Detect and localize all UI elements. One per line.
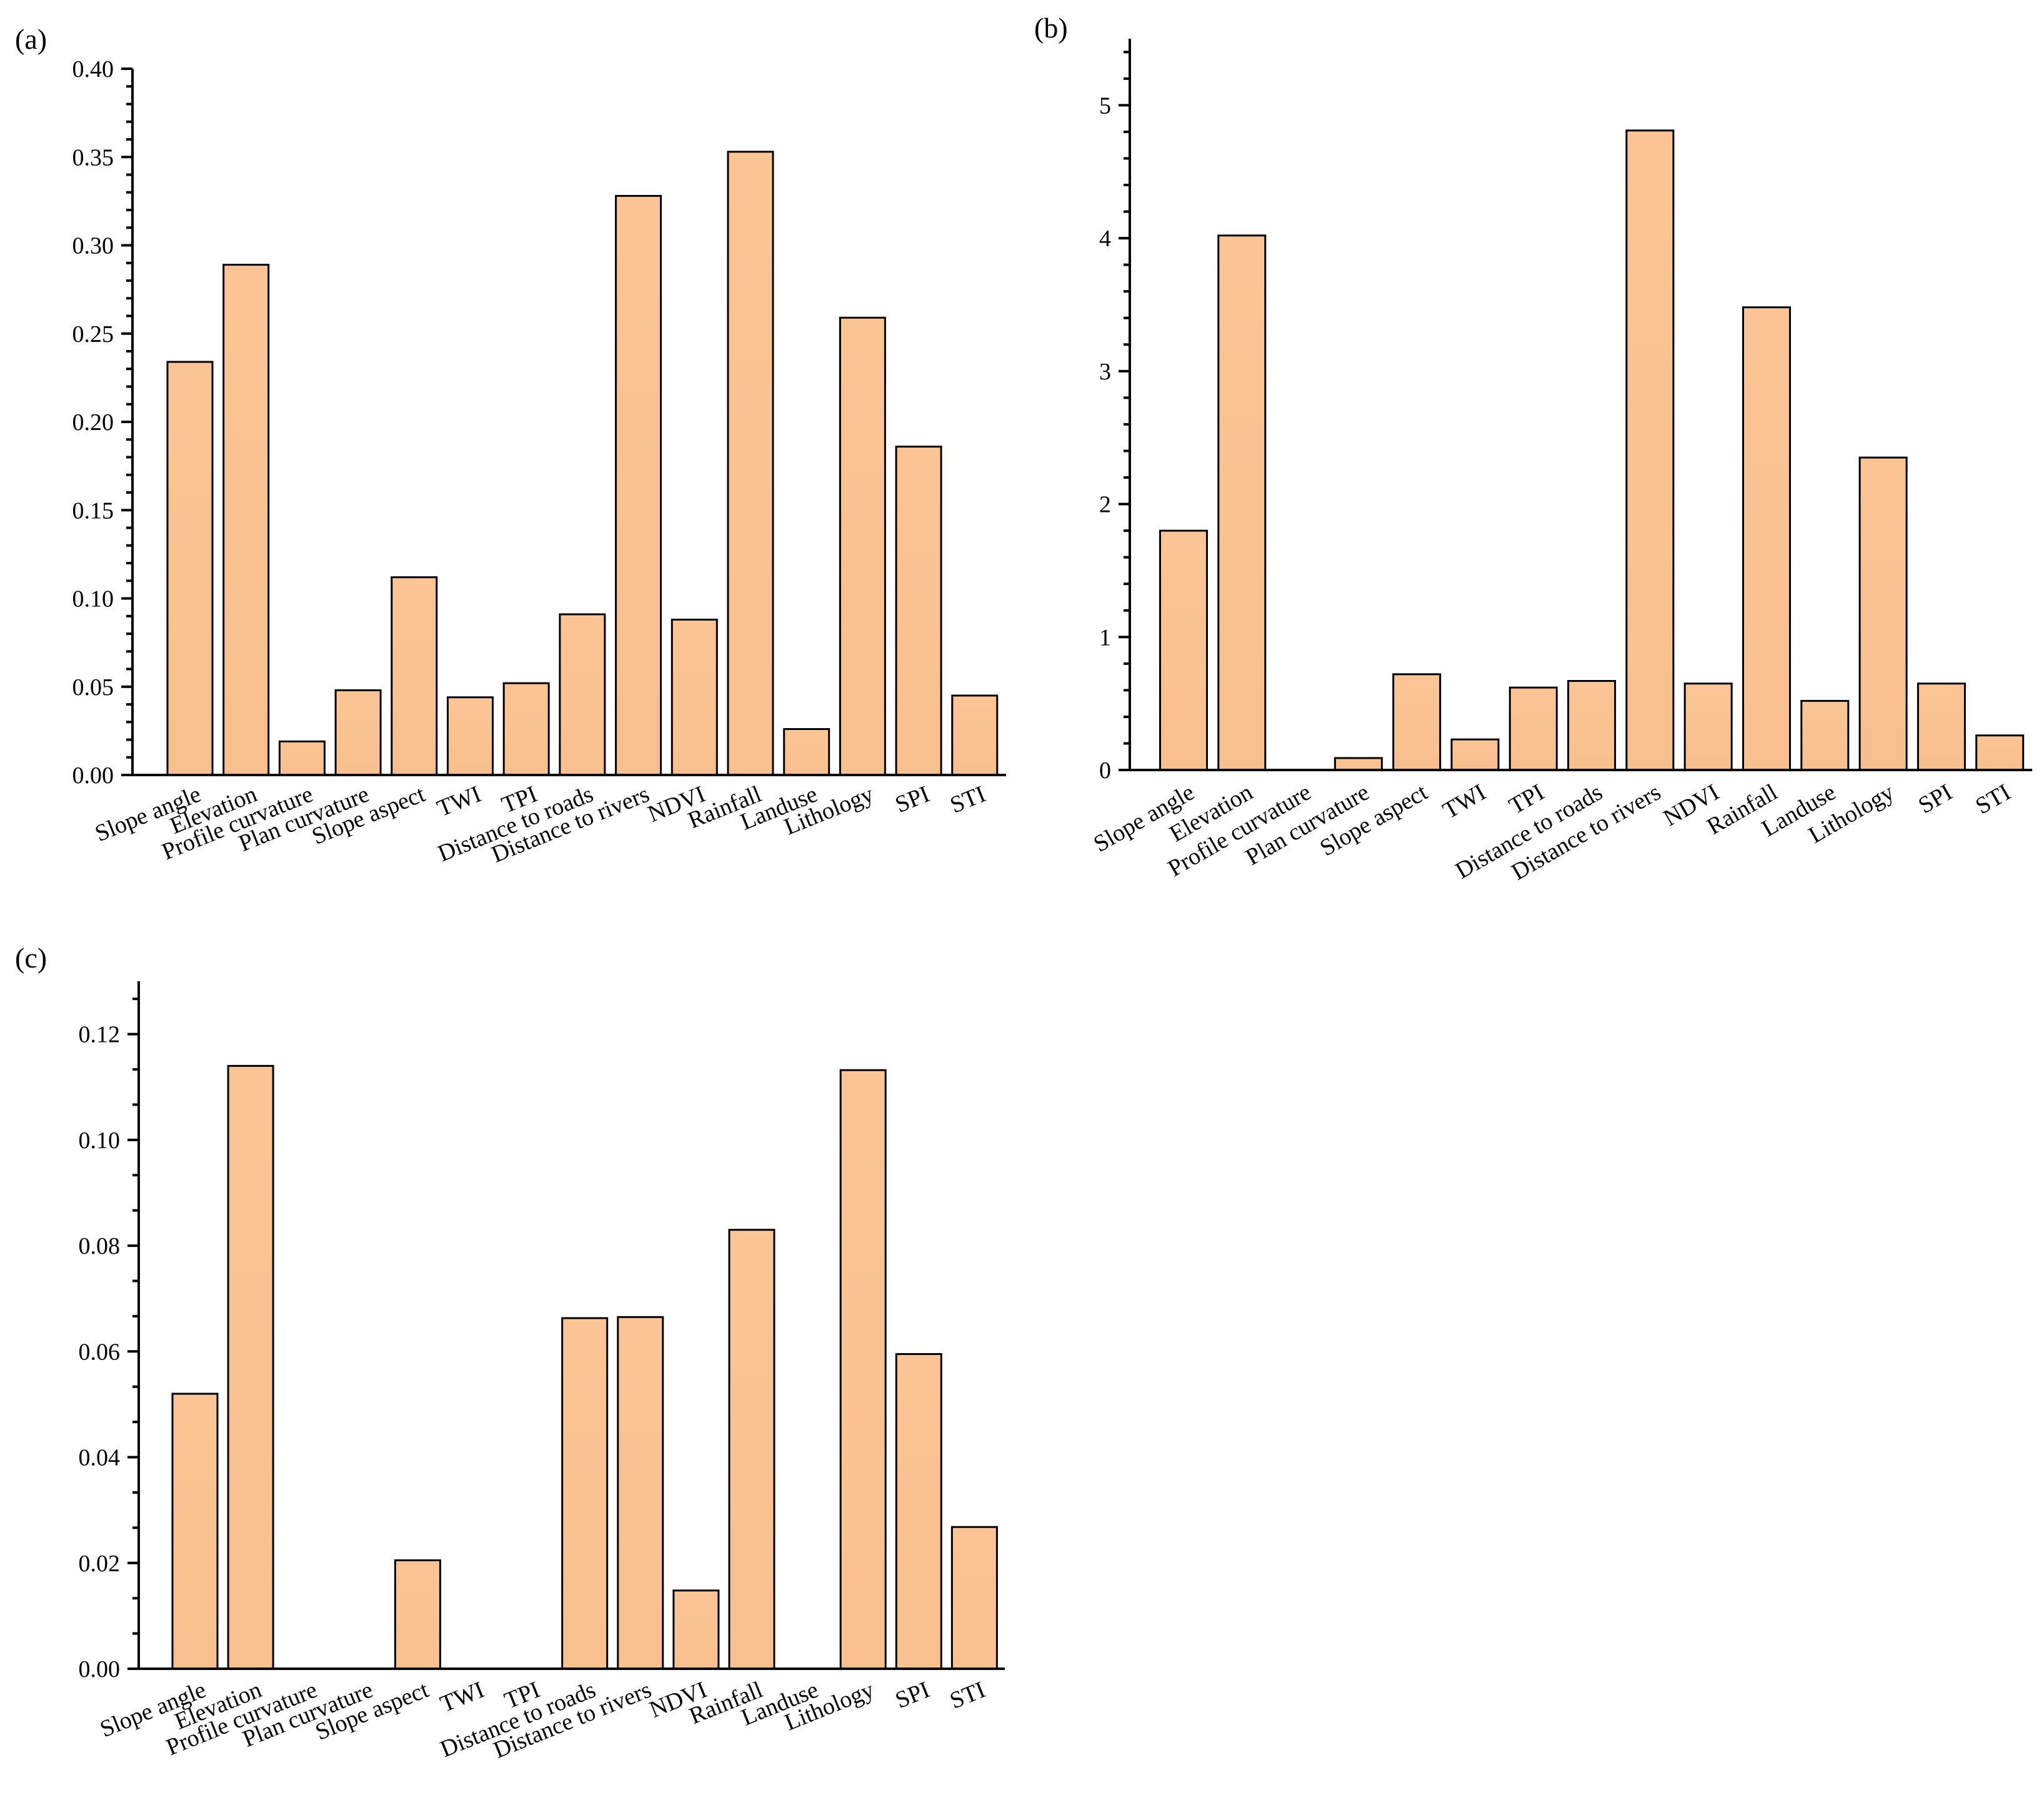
y-tick-label: 0	[1099, 758, 1111, 784]
y-tick-label: 0.08	[79, 1233, 121, 1259]
y-tick-label: 1	[1099, 624, 1111, 651]
y-tick-label: 4	[1099, 226, 1111, 252]
y-tick-label: 0.12	[79, 1022, 121, 1048]
bar-lithology	[1858, 456, 1908, 771]
bar-elevation	[222, 264, 270, 776]
bar-slope-aspect	[391, 576, 438, 776]
panel-label: (a)	[15, 23, 47, 55]
y-tick-label: 0.02	[79, 1551, 121, 1577]
bar-tpi	[1508, 686, 1558, 771]
bar-plan-curvature	[334, 689, 382, 776]
bar-slope-angle	[171, 1392, 219, 1670]
y-tick-label: 0.35	[72, 144, 114, 171]
bar-tpi	[502, 682, 550, 776]
bar-distance-to-rivers	[617, 1316, 664, 1670]
y-tick-label: 0.05	[72, 674, 114, 701]
bar-spi	[895, 446, 942, 776]
y-tick-label: 2	[1099, 492, 1111, 518]
y-tick-label: 0.06	[79, 1339, 121, 1365]
bar-distance-to-rivers	[615, 194, 662, 776]
bar-elevation	[1217, 234, 1267, 771]
bar-elevation	[227, 1064, 274, 1670]
bar-sti	[951, 694, 999, 776]
bar-distance-to-roads	[559, 613, 606, 776]
bar-slope-aspect	[394, 1559, 441, 1670]
bar-distance-to-roads	[1567, 680, 1617, 771]
bar-sti	[1975, 734, 2025, 771]
bar-sti	[950, 1526, 998, 1670]
bar-twi	[447, 696, 494, 776]
bar-twi	[1450, 738, 1500, 771]
bar-spi	[895, 1353, 942, 1670]
bar-ndvi	[671, 618, 718, 776]
bar-distance-to-rivers	[1625, 129, 1675, 771]
bar-plan-curvature	[1334, 757, 1383, 771]
bar-landuse	[1800, 699, 1850, 771]
y-tick-label: 0.25	[72, 321, 114, 348]
y-tick-label: 0.20	[72, 409, 114, 436]
y-tick-label: 0.00	[79, 1656, 121, 1682]
bar-ndvi	[1683, 682, 1733, 771]
y-tick-label: 0.15	[72, 498, 114, 524]
bar-slope-angle	[166, 361, 214, 776]
panel-label: (c)	[15, 942, 47, 974]
bar-rainfall	[728, 1229, 775, 1670]
chart-panel-1: (a)0.000.050.100.150.200.250.300.350.40S…	[15, 23, 1006, 868]
bar-landuse	[783, 728, 830, 776]
y-tick-label: 0.04	[79, 1445, 121, 1471]
bar-rainfall	[727, 151, 774, 776]
bar-lithology	[839, 1069, 887, 1670]
y-tick-label: 0.00	[72, 762, 114, 789]
y-tick-label: 0.10	[79, 1128, 121, 1154]
bar-profile-curvature	[278, 740, 326, 776]
bar-ndvi	[672, 1589, 720, 1670]
bar-distance-to-roads	[561, 1317, 609, 1670]
bar-lithology	[839, 316, 886, 776]
y-tick-label: 5	[1099, 92, 1111, 119]
bar-slope-aspect	[1392, 673, 1442, 771]
y-tick-label: 0.30	[72, 233, 114, 259]
panel-label: (b)	[1034, 12, 1068, 44]
bar-rainfall	[1742, 306, 1791, 771]
y-tick-label: 0.40	[72, 56, 114, 82]
bar-slope-angle	[1159, 529, 1208, 771]
y-tick-label: 3	[1099, 359, 1111, 385]
y-tick-label: 0.10	[72, 586, 114, 612]
bar-spi	[1917, 682, 1966, 771]
